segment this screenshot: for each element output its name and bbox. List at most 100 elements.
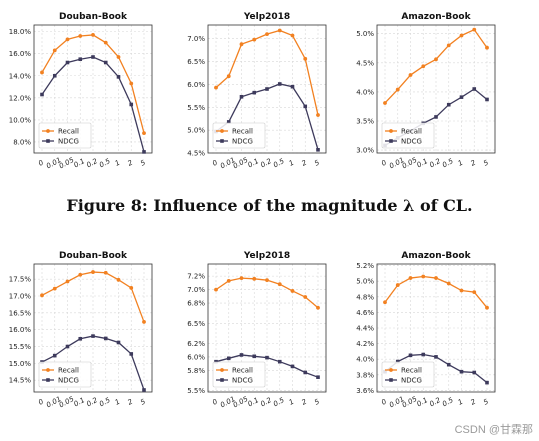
data-point-ndcg: [434, 115, 438, 119]
x-tick-label: 0.5: [272, 396, 286, 409]
y-tick-label: 10.0%: [9, 116, 32, 124]
data-point-ndcg: [421, 352, 426, 357]
x-tick-label: 5: [313, 158, 321, 167]
data-point-recall: [485, 45, 489, 50]
chart-panel: Amazon-Book 3.6% 3.8% 4.0% 4.2% 4.4% 4.6% 4.8% 5…: [356, 251, 496, 409]
data-point-ndcg: [252, 90, 257, 95]
y-tick-label: 3.6%: [356, 387, 374, 395]
data-point-ndcg: [226, 120, 231, 124]
y-tick-label: 6.5%: [187, 58, 205, 66]
data-point-recall: [446, 43, 451, 48]
data-point-recall: [214, 287, 218, 292]
legend-box: [212, 122, 266, 149]
y-tick-label: 7.0%: [187, 286, 205, 294]
y-tick-label: 4.4%: [356, 325, 374, 333]
x-tick-label: 0.1: [73, 157, 87, 169]
data-point-recall: [408, 73, 413, 77]
data-point-ndcg: [91, 55, 95, 59]
x-tick-label: 5: [482, 397, 490, 406]
data-point-recall: [129, 286, 134, 290]
x-tick-label: 2: [300, 158, 308, 167]
x-tick-label: 0: [211, 158, 219, 167]
data-point-recall: [383, 300, 387, 305]
plot-frame: [376, 263, 496, 393]
legend-label: Recall: [58, 367, 79, 375]
data-point-ndcg: [116, 75, 121, 79]
x-tick-label: 0.2: [85, 396, 99, 409]
x-tick-label: 0: [211, 397, 219, 406]
legend-box: [38, 122, 92, 149]
legend-marker: [389, 139, 393, 143]
y-tick-label: 15.5%: [9, 343, 32, 351]
legend-label: Recall: [232, 128, 253, 136]
data-point-ndcg: [472, 370, 477, 375]
x-tick-label: 0.1: [416, 396, 430, 408]
legend-label: NDCG: [232, 138, 253, 146]
data-point-recall: [65, 37, 70, 42]
data-point-recall: [91, 270, 95, 274]
y-tick-label: 6.5%: [187, 320, 205, 328]
data-point-recall: [252, 37, 257, 42]
data-point-ndcg: [129, 102, 134, 107]
x-tick-label: 1: [288, 159, 296, 168]
y-tick-label: 7.0%: [187, 35, 205, 43]
x-tick-label: 0.2: [259, 396, 273, 409]
data-point-recall: [434, 276, 438, 280]
data-point-recall: [383, 101, 387, 105]
data-point-ndcg: [239, 94, 244, 99]
y-tick-label: 4.5%: [356, 59, 374, 67]
legend-label: NDCG: [401, 138, 422, 146]
data-point-recall: [52, 286, 57, 291]
data-point-recall: [103, 270, 108, 275]
y-tick-label: 12.0%: [9, 94, 32, 102]
y-tick-label: 16.5%: [9, 309, 32, 317]
legend-label: Recall: [401, 128, 422, 136]
data-point-ndcg: [129, 352, 134, 356]
data-point-recall: [459, 288, 464, 293]
data-point-recall: [265, 32, 269, 37]
x-tick-label: 0.1: [416, 157, 430, 169]
data-point-ndcg: [116, 340, 121, 345]
legend-label: NDCG: [58, 138, 79, 146]
legend-label: NDCG: [232, 377, 253, 385]
data-point-recall: [395, 283, 400, 287]
x-tick-label: 0: [37, 158, 45, 167]
figure-caption: Figure 8: Influence of the magnitude λ o…: [66, 196, 473, 215]
data-point-ndcg: [52, 353, 57, 358]
y-tick-label: 4.6%: [356, 309, 374, 317]
x-tick-label: 2: [469, 397, 477, 406]
y-tick-label: 5.5%: [187, 387, 205, 395]
x-tick-label: 0.5: [98, 157, 112, 170]
y-tick-label: 6.0%: [187, 353, 205, 361]
x-tick-label: 1: [288, 398, 296, 407]
y-tick-label: 14.5%: [9, 377, 32, 385]
data-point-recall: [226, 278, 231, 283]
data-point-recall: [303, 56, 308, 61]
data-point-ndcg: [303, 370, 308, 375]
y-tick-label: 6.2%: [187, 340, 205, 348]
legend-label: Recall: [232, 367, 253, 375]
data-point-recall: [129, 81, 134, 86]
data-point-ndcg: [290, 364, 295, 369]
chart-title: Amazon-Book: [401, 251, 471, 261]
x-tick-label: 0: [380, 158, 388, 167]
data-point-recall: [116, 277, 121, 282]
x-tick-label: 1: [457, 398, 465, 407]
data-point-recall: [434, 57, 438, 62]
x-tick-label: 0.1: [247, 396, 261, 408]
data-point-recall: [408, 276, 413, 280]
chart-panel: Douban-Book 14.5% 15.0% 15.5% 16.0% 16.5% 17.0…: [9, 251, 153, 409]
plot-frame: [33, 24, 153, 154]
data-point-recall: [290, 289, 295, 293]
data-point-recall: [459, 33, 464, 38]
data-point-ndcg: [65, 344, 70, 349]
x-tick-label: 0.5: [272, 157, 286, 170]
data-point-recall: [214, 85, 218, 90]
data-point-ndcg: [142, 150, 146, 154]
data-point-ndcg: [277, 359, 282, 364]
chart-title: Douban-Book: [59, 251, 128, 261]
legend-marker: [389, 129, 393, 133]
